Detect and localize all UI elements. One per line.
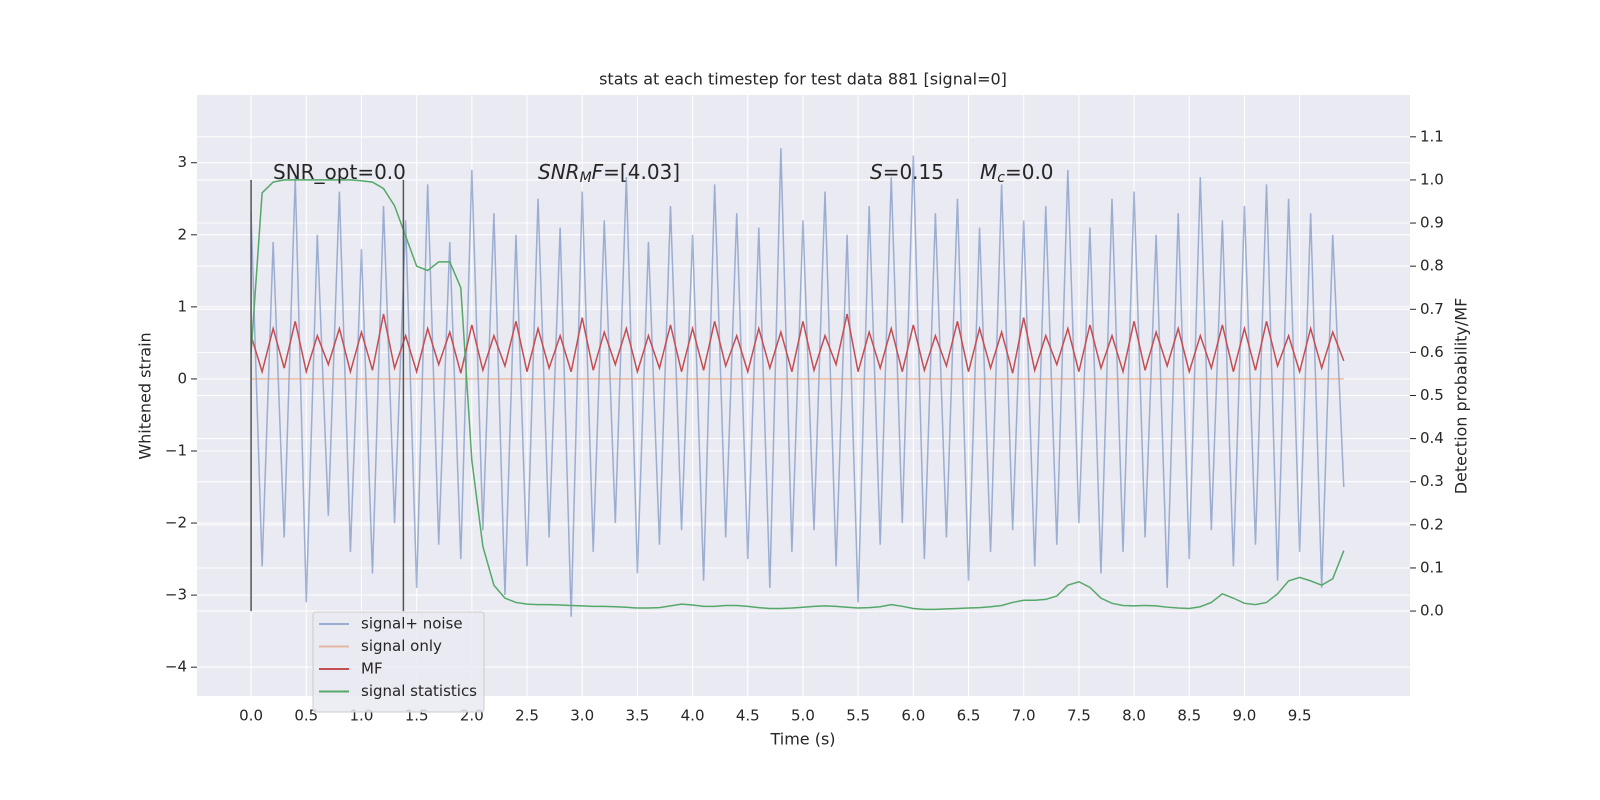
y-tick-label: −3 — [165, 586, 187, 604]
legend-box — [312, 611, 485, 713]
series-line — [250, 179, 1345, 611]
x-tick-label: 8.5 — [1177, 707, 1201, 725]
x-tick-label: 0.5 — [294, 707, 318, 725]
y2-tick-label: 0.1 — [1420, 558, 1444, 576]
annotation: Mc=0.0 — [980, 160, 1054, 187]
annotation-part: M — [980, 160, 997, 184]
x-tick-label: 9.5 — [1288, 707, 1312, 725]
y2-tick-label: 0.5 — [1420, 386, 1444, 404]
y2-tick-label: 1.0 — [1420, 170, 1444, 188]
x-tick-label: 3.0 — [570, 707, 594, 725]
x-tick-label: 7.5 — [1067, 707, 1091, 725]
x-tick-label: 8.0 — [1122, 707, 1146, 725]
x-tick-label: 4.0 — [681, 707, 705, 725]
annotation-part: =0.0 — [1005, 160, 1054, 184]
y-tick-label: 0 — [177, 369, 187, 387]
annotation: SNR_opt=0.0 — [273, 160, 406, 184]
x-tick-label: 5.0 — [791, 707, 815, 725]
y-tick-label: 2 — [177, 225, 187, 243]
x-tick-label: 6.5 — [957, 707, 981, 725]
y-axis-label: Whitened strain — [136, 332, 155, 459]
legend-label: signal+ noise — [361, 615, 463, 633]
y2-tick-label: 0.9 — [1420, 214, 1444, 232]
y2-tick-label: 0.6 — [1420, 343, 1444, 361]
y2-axis-label: Detection probability/MF — [1452, 298, 1471, 495]
y2-tick-label: 0.8 — [1420, 257, 1444, 275]
y-tick-label: 1 — [177, 297, 187, 315]
x-tick-label: 2.5 — [515, 707, 539, 725]
annotation-part: c — [997, 170, 1005, 186]
annotation-part: =0.15 — [883, 160, 944, 184]
y2-tick-label: 0.2 — [1420, 515, 1444, 533]
series-line — [250, 313, 1345, 375]
chart-title: stats at each timestep for test data 881… — [599, 70, 1007, 89]
annotation: SNRMF=[4.03] — [538, 160, 680, 187]
annotation-part: SNR — [538, 160, 580, 184]
annotation-part: SNR_opt=0.0 — [273, 160, 406, 184]
x-tick-label: 3.5 — [625, 707, 649, 725]
annotation-part: S — [870, 160, 883, 184]
legend-label: signal statistics — [361, 682, 477, 700]
x-tick-label: 0.0 — [239, 707, 263, 725]
y2-tick-label: 0.3 — [1420, 472, 1444, 490]
y-tick-label: −1 — [165, 441, 187, 459]
x-tick-label: 4.5 — [736, 707, 760, 725]
y-tick-label: −2 — [165, 514, 187, 532]
x-axis-label: Time (s) — [769, 730, 835, 749]
annotation-part: =[4.03] — [603, 160, 680, 184]
legend-label: signal only — [361, 637, 442, 655]
annotation-part: M — [580, 170, 592, 186]
y2-tick-label: 1.1 — [1420, 127, 1444, 145]
annotation: S=0.15 — [870, 160, 944, 184]
x-tick-label: 9.0 — [1233, 707, 1257, 725]
annotation-part: F — [592, 160, 604, 184]
y-tick-label: 3 — [177, 153, 187, 171]
series-line — [250, 148, 1345, 617]
y-tick-label: −4 — [165, 658, 187, 676]
x-tick-label: 5.5 — [846, 707, 870, 725]
legend-label: MF — [361, 660, 383, 678]
y2-tick-label: 0.7 — [1420, 300, 1444, 318]
x-tick-label: 6.0 — [901, 707, 925, 725]
y2-tick-label: 0.0 — [1420, 602, 1444, 620]
y2-tick-label: 0.4 — [1420, 429, 1444, 447]
x-tick-label: 7.0 — [1012, 707, 1036, 725]
